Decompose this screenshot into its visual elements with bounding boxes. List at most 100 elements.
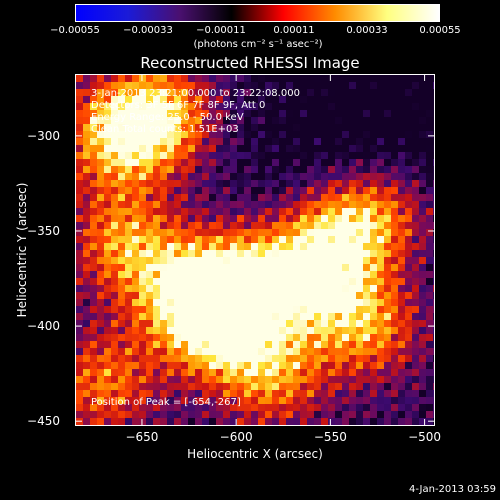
heatmap-cell [370, 362, 377, 369]
heatmap-cell [111, 138, 118, 145]
heatmap-cell [398, 236, 405, 243]
heatmap-cell [160, 278, 167, 285]
heatmap-cell [195, 418, 202, 425]
heatmap-cell [300, 334, 307, 341]
heatmap-cell [209, 299, 216, 306]
heatmap-cell [342, 110, 349, 117]
heatmap-cell [391, 194, 398, 201]
heatmap-cell [293, 208, 300, 215]
heatmap-cell [328, 229, 335, 236]
heatmap-cell [251, 194, 258, 201]
heatmap-cell [293, 117, 300, 124]
heatmap-cell [216, 222, 223, 229]
heatmap-cell [83, 362, 90, 369]
heatmap-cell [76, 159, 83, 166]
heatmap-cell [293, 187, 300, 194]
heatmap-cell [125, 292, 132, 299]
heatmap-cell [335, 250, 342, 257]
heatmap-cell [363, 334, 370, 341]
heatmap-cell [328, 278, 335, 285]
heatmap-cell [377, 257, 384, 264]
heatmap-cell [314, 222, 321, 229]
heatmap-cell [363, 82, 370, 89]
heatmap-cell [321, 215, 328, 222]
heatmap-cell [258, 404, 265, 411]
heatmap-cell [76, 362, 83, 369]
heatmap-cell [139, 285, 146, 292]
heatmap-cell [111, 411, 118, 418]
heatmap-cell [118, 117, 125, 124]
heatmap-cell [83, 376, 90, 383]
heatmap-cell [195, 390, 202, 397]
heatmap-cell [160, 355, 167, 362]
heatmap-cell [307, 313, 314, 320]
heatmap-cell [97, 313, 104, 320]
heatmap-cell [146, 222, 153, 229]
heatmap-cell [97, 131, 104, 138]
heatmap-cell [314, 96, 321, 103]
heatmap-cell [83, 124, 90, 131]
colorbar [75, 4, 440, 22]
heatmap-cell [419, 334, 426, 341]
heatmap-cell [104, 145, 111, 152]
heatmap-cell [307, 138, 314, 145]
heatmap-cell [307, 257, 314, 264]
heatmap-cell [188, 75, 195, 82]
heatmap-cell [244, 201, 251, 208]
heatmap-cell [398, 243, 405, 250]
heatmap-cell [349, 285, 356, 292]
heatmap-cell [279, 348, 286, 355]
heatmap-cell [202, 103, 209, 110]
heatmap-cell [244, 222, 251, 229]
heatmap-cell [111, 306, 118, 313]
heatmap-cell [160, 131, 167, 138]
heatmap-cell [76, 166, 83, 173]
heatmap-cell [307, 369, 314, 376]
heatmap-cell [237, 285, 244, 292]
heatmap-cell [300, 215, 307, 222]
heatmap-cell [167, 180, 174, 187]
heatmap-cell [321, 306, 328, 313]
heatmap-cell [216, 96, 223, 103]
heatmap-cell [209, 243, 216, 250]
heatmap-cell [279, 96, 286, 103]
heatmap-cell [293, 236, 300, 243]
heatmap-cell [321, 355, 328, 362]
heatmap-cell [293, 89, 300, 96]
heatmap-cell [132, 257, 139, 264]
heatmap-cell [118, 222, 125, 229]
heatmap-cell [237, 334, 244, 341]
heatmap-cell [223, 418, 230, 425]
heatmap-cell [209, 313, 216, 320]
heatmap-cell [363, 271, 370, 278]
heatmap-cell [251, 250, 258, 257]
heatmap-cell [349, 152, 356, 159]
heatmap-cell [307, 418, 314, 425]
heatmap-cell [265, 187, 272, 194]
heatmap-cell [97, 355, 104, 362]
heatmap-cell [328, 285, 335, 292]
heatmap-cell [125, 215, 132, 222]
heatmap-cell [398, 369, 405, 376]
heatmap-cell [132, 404, 139, 411]
heatmap-cell [244, 327, 251, 334]
heatmap-cell [279, 75, 286, 82]
heatmap-cell [104, 208, 111, 215]
heatmap-cell [76, 411, 83, 418]
heatmap-cell [419, 376, 426, 383]
heatmap-cell [412, 306, 419, 313]
heatmap-cell [377, 355, 384, 362]
heatmap-cell [433, 390, 434, 397]
heatmap-cell [419, 313, 426, 320]
heatmap-cell [209, 96, 216, 103]
heatmap-cell [139, 222, 146, 229]
heatmap-cell [384, 208, 391, 215]
heatmap-cell [90, 362, 97, 369]
heatmap-cell [419, 292, 426, 299]
heatmap-cell [349, 131, 356, 138]
heatmap-cell [307, 320, 314, 327]
heatmap-cell [286, 138, 293, 145]
heatmap-cell [111, 404, 118, 411]
heatmap-cell [419, 362, 426, 369]
heatmap-cell [300, 110, 307, 117]
